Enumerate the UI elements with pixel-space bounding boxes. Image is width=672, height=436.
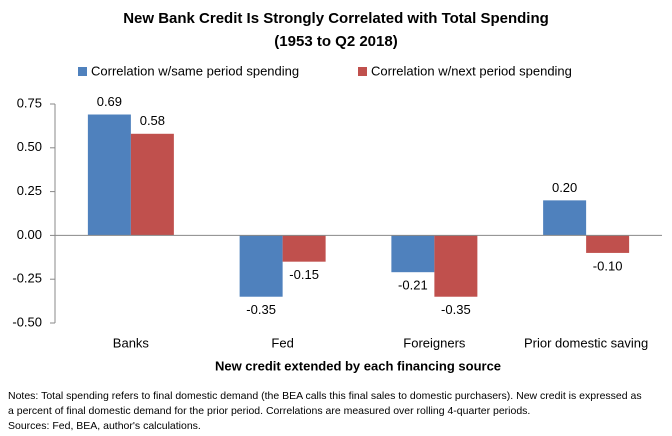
x-tick-label: Foreigners bbox=[403, 335, 466, 350]
legend-label: Correlation w/same period spending bbox=[91, 63, 299, 78]
y-tick-label: 0.50 bbox=[17, 139, 42, 154]
y-tick-label: 0.75 bbox=[17, 95, 42, 110]
x-tick-label: Banks bbox=[113, 335, 150, 350]
note: Notes: Total spending refers to final do… bbox=[8, 390, 642, 402]
data-label: -0.35 bbox=[246, 302, 276, 317]
y-tick-label: 0.00 bbox=[17, 227, 42, 242]
bar bbox=[282, 235, 326, 262]
data-label: 0.69 bbox=[97, 94, 122, 109]
bar bbox=[586, 235, 630, 253]
bar bbox=[434, 235, 478, 297]
chart-subtitle: (1953 to Q2 2018) bbox=[274, 33, 397, 50]
bar bbox=[130, 133, 174, 236]
data-label: -0.35 bbox=[441, 302, 471, 317]
x-axis-label: New credit extended by each financing so… bbox=[215, 358, 501, 373]
bar bbox=[391, 235, 435, 273]
bar bbox=[87, 114, 131, 236]
data-label: -0.21 bbox=[398, 278, 428, 293]
x-tick-label: Prior domestic saving bbox=[524, 335, 648, 350]
note: a percent of final domestic demand for t… bbox=[8, 405, 530, 417]
data-label: -0.15 bbox=[289, 267, 319, 282]
data-label: -0.10 bbox=[593, 258, 623, 273]
y-tick-label: -0.50 bbox=[12, 314, 42, 329]
bar bbox=[543, 200, 587, 236]
y-tick-label: 0.25 bbox=[17, 183, 42, 198]
legend-label: Correlation w/next period spending bbox=[371, 63, 572, 78]
y-tick-label: -0.25 bbox=[12, 271, 42, 286]
x-tick-label: Fed bbox=[271, 335, 293, 350]
legend-swatch bbox=[78, 67, 87, 76]
chart-title: New Bank Credit Is Strongly Correlated w… bbox=[123, 10, 549, 27]
bar bbox=[239, 235, 283, 297]
data-label: 0.58 bbox=[140, 113, 165, 128]
legend-swatch bbox=[358, 67, 367, 76]
note: Sources: Fed, BEA, author's calculations… bbox=[8, 420, 201, 432]
data-label: 0.20 bbox=[552, 180, 577, 195]
